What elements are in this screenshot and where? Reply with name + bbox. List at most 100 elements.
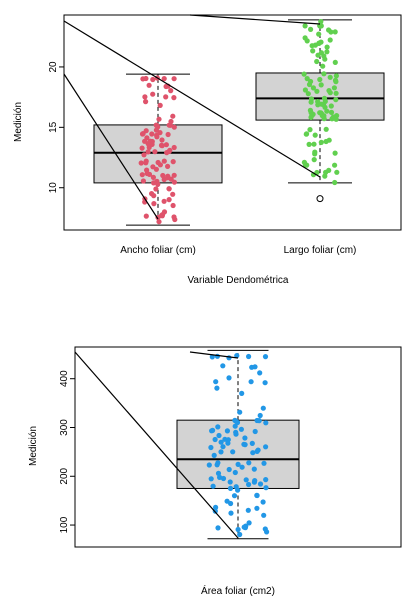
data-point — [165, 175, 171, 181]
data-point — [232, 423, 238, 429]
data-point — [302, 23, 308, 29]
data-point — [138, 160, 144, 166]
data-point — [317, 76, 323, 83]
data-point — [262, 354, 269, 360]
data-point — [328, 103, 334, 109]
data-point — [260, 405, 266, 411]
data-point — [170, 159, 176, 165]
data-point — [304, 162, 310, 168]
data-point — [257, 481, 264, 487]
data-point — [319, 111, 325, 117]
data-point — [234, 353, 240, 359]
data-point — [155, 124, 161, 130]
data-point — [233, 431, 239, 437]
data-point — [321, 95, 328, 101]
overlay-line — [189, 351, 239, 359]
data-point — [308, 99, 314, 105]
data-point — [262, 380, 268, 386]
data-point — [321, 53, 327, 59]
data-point — [239, 390, 245, 396]
y-axis-title-bottom: Medición — [28, 426, 39, 466]
data-point — [243, 477, 249, 483]
tick-label-x-largo: Largo foliar (cm) — [284, 245, 357, 256]
data-point — [171, 214, 177, 220]
data-point — [263, 444, 269, 450]
data-point — [332, 162, 338, 168]
data-point — [314, 58, 320, 65]
plot-frame-top — [63, 14, 402, 231]
data-point — [161, 158, 167, 164]
data-point — [333, 79, 339, 85]
data-point — [210, 483, 216, 489]
data-point — [212, 436, 218, 443]
data-point — [246, 460, 252, 466]
data-point — [239, 464, 245, 470]
data-point — [305, 91, 311, 97]
data-point — [159, 143, 165, 149]
chart-top: 10 15 20 Ancho foliar (cm) Largo foliar (c… — [13, 14, 402, 286]
data-point — [250, 450, 256, 456]
data-point — [143, 128, 149, 134]
data-point — [331, 85, 337, 91]
data-point — [215, 470, 222, 476]
data-point — [142, 94, 148, 100]
data-point — [228, 500, 234, 507]
data-point — [306, 141, 312, 147]
data-point — [171, 124, 177, 130]
data-point — [171, 179, 177, 185]
data-point — [234, 419, 241, 426]
data-point — [316, 40, 322, 46]
data-point — [166, 186, 172, 192]
data-point — [142, 138, 148, 144]
data-point — [218, 449, 224, 455]
data-point — [155, 159, 161, 166]
data-point — [241, 524, 247, 530]
data-point — [251, 479, 257, 485]
data-point — [251, 466, 257, 472]
data-point — [334, 169, 340, 175]
data-point — [209, 354, 215, 360]
y-axis-title-top: Medición — [13, 102, 24, 142]
data-point — [161, 76, 167, 82]
data-point — [215, 424, 221, 430]
data-point — [256, 418, 262, 424]
data-point — [165, 163, 171, 169]
data-point — [248, 379, 254, 385]
data-point — [315, 52, 321, 58]
data-point — [249, 440, 255, 446]
data-point — [324, 44, 330, 50]
data-point — [222, 436, 228, 442]
y-tick-label: 200 — [59, 467, 70, 484]
data-point — [320, 102, 327, 108]
data-point — [163, 94, 169, 100]
data-point — [320, 63, 326, 69]
data-point — [140, 76, 146, 82]
data-point — [215, 525, 221, 531]
data-point — [309, 113, 315, 119]
data-point — [144, 170, 150, 177]
data-point — [316, 31, 322, 37]
data-point — [166, 148, 172, 154]
data-point — [152, 149, 158, 155]
data-point — [321, 71, 327, 77]
data-point — [139, 145, 145, 151]
data-point — [327, 74, 333, 80]
data-point — [210, 427, 216, 433]
data-point — [163, 142, 169, 148]
data-point — [312, 151, 318, 157]
data-point — [327, 37, 333, 43]
data-point — [262, 526, 268, 532]
outlier-point — [316, 195, 324, 203]
data-point — [315, 99, 321, 105]
data-point — [220, 363, 226, 369]
data-point — [323, 126, 329, 132]
data-point — [328, 29, 334, 35]
data-point — [235, 487, 241, 493]
data-point — [323, 138, 329, 145]
data-point — [324, 49, 330, 55]
data-point — [330, 114, 336, 120]
data-point — [143, 99, 149, 105]
data-point — [237, 409, 243, 415]
x-axis-title-bottom: Área foliar (cm2) — [201, 584, 275, 597]
data-point — [333, 90, 339, 96]
